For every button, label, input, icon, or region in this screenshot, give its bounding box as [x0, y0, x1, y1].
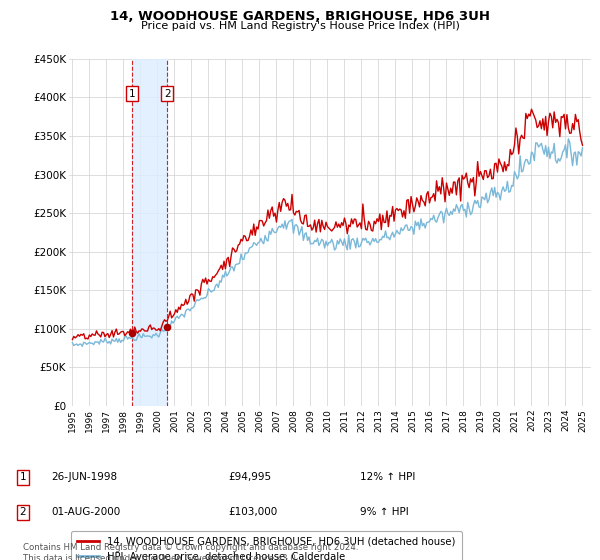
Text: 1: 1	[19, 472, 26, 482]
Bar	[132, 59, 167, 406]
Text: 2: 2	[19, 507, 26, 517]
Text: 14, WOODHOUSE GARDENS, BRIGHOUSE, HD6 3UH: 14, WOODHOUSE GARDENS, BRIGHOUSE, HD6 3U…	[110, 10, 490, 23]
Text: £103,000: £103,000	[228, 507, 277, 517]
Text: 26-JUN-1998: 26-JUN-1998	[51, 472, 117, 482]
Text: 9% ↑ HPI: 9% ↑ HPI	[360, 507, 409, 517]
Text: 01-AUG-2000: 01-AUG-2000	[51, 507, 120, 517]
Text: £94,995: £94,995	[228, 472, 271, 482]
Text: Price paid vs. HM Land Registry's House Price Index (HPI): Price paid vs. HM Land Registry's House …	[140, 21, 460, 31]
Legend: 14, WOODHOUSE GARDENS, BRIGHOUSE, HD6 3UH (detached house), HPI: Average price, : 14, WOODHOUSE GARDENS, BRIGHOUSE, HD6 3U…	[71, 531, 462, 560]
Text: Contains HM Land Registry data © Crown copyright and database right 2024.
This d: Contains HM Land Registry data © Crown c…	[23, 543, 358, 560]
Text: 12% ↑ HPI: 12% ↑ HPI	[360, 472, 415, 482]
Text: 1: 1	[128, 88, 135, 99]
Text: 2: 2	[164, 88, 170, 99]
